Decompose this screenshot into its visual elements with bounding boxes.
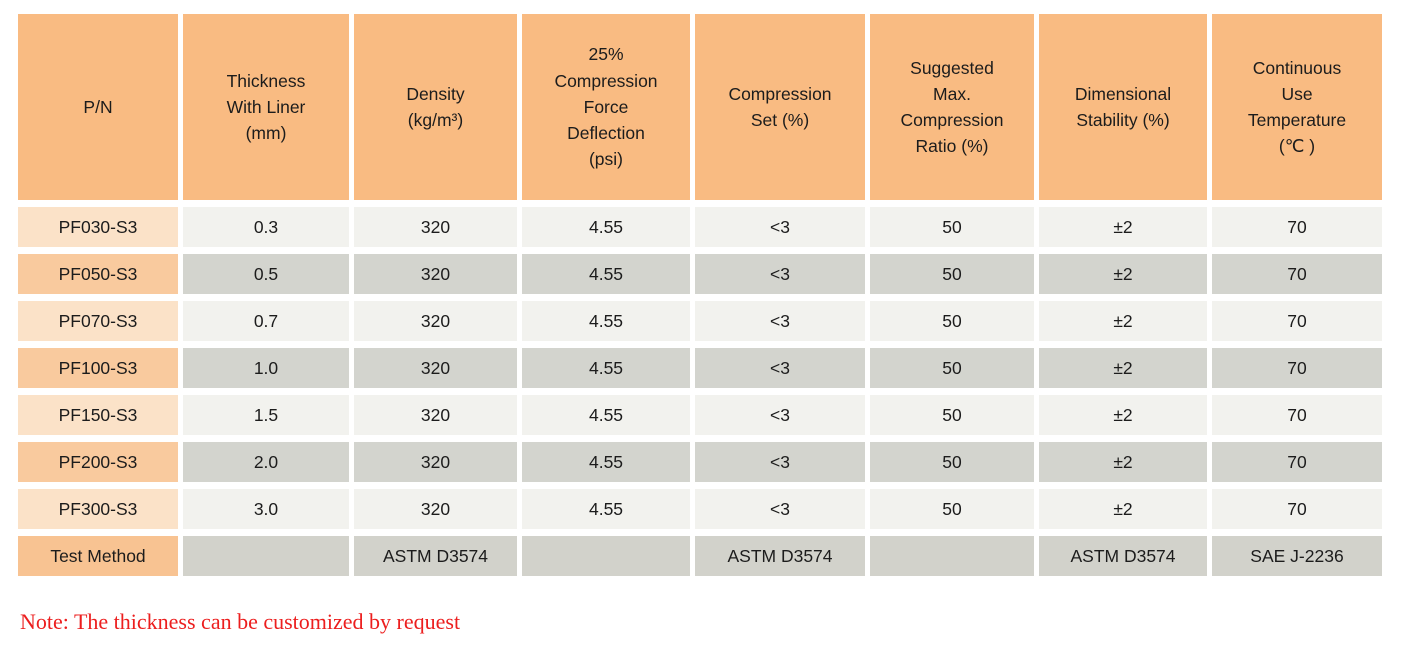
cell-pn: PF100-S3	[18, 348, 178, 388]
cell-dimensional-stability: ±2	[1039, 301, 1207, 341]
cell-dimensional-stability: ±2	[1039, 348, 1207, 388]
cell-continuous-use-temperature: 70	[1212, 442, 1382, 482]
cell-pn: PF050-S3	[18, 254, 178, 294]
cell-continuous-use-temperature: 70	[1212, 301, 1382, 341]
cell-dimensional-stability: ±2	[1039, 254, 1207, 294]
cell-test-method-continuous-use-temperature: SAE J-2236	[1212, 536, 1382, 576]
cell-cfd: 4.55	[522, 207, 690, 247]
cell-compression-set: <3	[695, 442, 865, 482]
note-text: Note: The thickness can be customized by…	[20, 609, 461, 634]
cell-density: 320	[354, 301, 517, 341]
cell-test-method-density: ASTM D3574	[354, 536, 517, 576]
product-spec-sheet: P/N Thickness With Liner (mm) Density (k…	[0, 7, 1405, 665]
cell-thickness: 0.5	[183, 254, 349, 294]
cell-density: 320	[354, 348, 517, 388]
cell-max-compression-ratio: 50	[870, 301, 1034, 341]
cell-thickness: 0.3	[183, 207, 349, 247]
table-row-pf150: PF150-S3 1.5 320 4.55 <3 50 ±2 70	[18, 395, 1382, 435]
cell-density: 320	[354, 489, 517, 529]
cell-thickness: 0.7	[183, 301, 349, 341]
table-row-pf100: PF100-S3 1.0 320 4.55 <3 50 ±2 70	[18, 348, 1382, 388]
table-row-pf300: PF300-S3 3.0 320 4.55 <3 50 ±2 70	[18, 489, 1382, 529]
cell-continuous-use-temperature: 70	[1212, 348, 1382, 388]
cell-cfd: 4.55	[522, 348, 690, 388]
table-row-pf050: PF050-S3 0.5 320 4.55 <3 50 ±2 70	[18, 254, 1382, 294]
cell-density: 320	[354, 207, 517, 247]
cell-test-method-thickness	[183, 536, 349, 576]
col-header-density: Density (kg/m³)	[354, 14, 517, 200]
cell-continuous-use-temperature: 70	[1212, 489, 1382, 529]
cell-cfd: 4.55	[522, 395, 690, 435]
cell-test-method-label: Test Method	[18, 536, 178, 576]
cell-max-compression-ratio: 50	[870, 207, 1034, 247]
cell-max-compression-ratio: 50	[870, 254, 1034, 294]
cell-compression-set: <3	[695, 348, 865, 388]
table-row-pf200: PF200-S3 2.0 320 4.55 <3 50 ±2 70	[18, 442, 1382, 482]
col-header-dimensional-stability: Dimensional Stability (%)	[1039, 14, 1207, 200]
cell-compression-set: <3	[695, 207, 865, 247]
cell-pn: PF200-S3	[18, 442, 178, 482]
cell-dimensional-stability: ±2	[1039, 207, 1207, 247]
cell-cfd: 4.55	[522, 301, 690, 341]
cell-test-method-compression-set: ASTM D3574	[695, 536, 865, 576]
cell-density: 320	[354, 254, 517, 294]
cell-cfd: 4.55	[522, 254, 690, 294]
cell-dimensional-stability: ±2	[1039, 395, 1207, 435]
cell-continuous-use-temperature: 70	[1212, 395, 1382, 435]
cell-dimensional-stability: ±2	[1039, 489, 1207, 529]
cell-cfd: 4.55	[522, 442, 690, 482]
cell-thickness: 1.5	[183, 395, 349, 435]
table-row-pf070: PF070-S3 0.7 320 4.55 <3 50 ±2 70	[18, 301, 1382, 341]
cell-test-method-cfd	[522, 536, 690, 576]
col-header-compression-force-deflection: 25% Compression Force Deflection (psi)	[522, 14, 690, 200]
cell-pn: PF150-S3	[18, 395, 178, 435]
cell-max-compression-ratio: 50	[870, 442, 1034, 482]
cell-max-compression-ratio: 50	[870, 395, 1034, 435]
cell-continuous-use-temperature: 70	[1212, 254, 1382, 294]
cell-pn: PF030-S3	[18, 207, 178, 247]
cell-compression-set: <3	[695, 254, 865, 294]
col-header-pn: P/N	[18, 14, 178, 200]
cell-dimensional-stability: ±2	[1039, 442, 1207, 482]
cell-test-method-dimensional-stability: ASTM D3574	[1039, 536, 1207, 576]
cell-test-method-max-compression-ratio	[870, 536, 1034, 576]
cell-thickness: 3.0	[183, 489, 349, 529]
cell-pn: PF300-S3	[18, 489, 178, 529]
col-header-max-compression-ratio: Suggested Max. Compression Ratio (%)	[870, 14, 1034, 200]
product-spec-table: P/N Thickness With Liner (mm) Density (k…	[13, 7, 1387, 583]
cell-density: 320	[354, 442, 517, 482]
cell-thickness: 1.0	[183, 348, 349, 388]
cell-density: 320	[354, 395, 517, 435]
cell-cfd: 4.55	[522, 489, 690, 529]
col-header-thickness: Thickness With Liner (mm)	[183, 14, 349, 200]
cell-pn: PF070-S3	[18, 301, 178, 341]
col-header-compression-set: Compression Set (%)	[695, 14, 865, 200]
cell-compression-set: <3	[695, 489, 865, 529]
cell-max-compression-ratio: 50	[870, 489, 1034, 529]
col-header-continuous-use-temperature: Continuous Use Temperature (℃ )	[1212, 14, 1382, 200]
cell-thickness: 2.0	[183, 442, 349, 482]
cell-continuous-use-temperature: 70	[1212, 207, 1382, 247]
cell-max-compression-ratio: 50	[870, 348, 1034, 388]
cell-compression-set: <3	[695, 301, 865, 341]
table-row-pf030: PF030-S3 0.3 320 4.55 <3 50 ±2 70	[18, 207, 1382, 247]
header-row: P/N Thickness With Liner (mm) Density (k…	[18, 14, 1382, 200]
test-method-row: Test Method ASTM D3574 ASTM D3574 ASTM D…	[18, 536, 1382, 576]
cell-compression-set: <3	[695, 395, 865, 435]
